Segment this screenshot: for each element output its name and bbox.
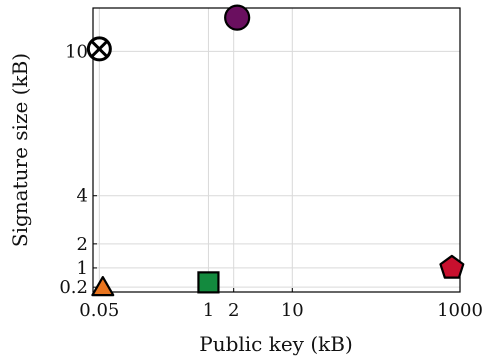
data-point-pentagon [439,254,465,279]
y-axis-label: Signature size (kB) [8,53,32,247]
x-tick-label: 10 [281,300,304,321]
data-points [86,4,465,297]
x-axis: 0.05 1 2 10 1000 [79,288,483,321]
y-tick-label: 10 [65,41,88,62]
y-tick-label: 2 [77,234,88,255]
y-tick-label: 1 [77,258,88,279]
x-tick-label: 1000 [437,300,483,321]
x-axis-label: Public key (kB) [199,332,353,356]
data-point-circle-cross [86,36,112,62]
x-tick-label: 2 [228,300,239,321]
x-tick-label: 0.05 [79,300,119,321]
x-tick-label: 1 [203,300,214,321]
data-point-circle [224,4,251,31]
y-tick-label: 4 [77,186,88,207]
data-point-square [197,271,220,294]
grid [93,8,461,292]
data-point-triangle [91,276,115,297]
plot-area [92,7,461,293]
y-tick-label: 0.2 [59,277,88,298]
y-axis: 0.21 2 4 10 [59,41,97,298]
